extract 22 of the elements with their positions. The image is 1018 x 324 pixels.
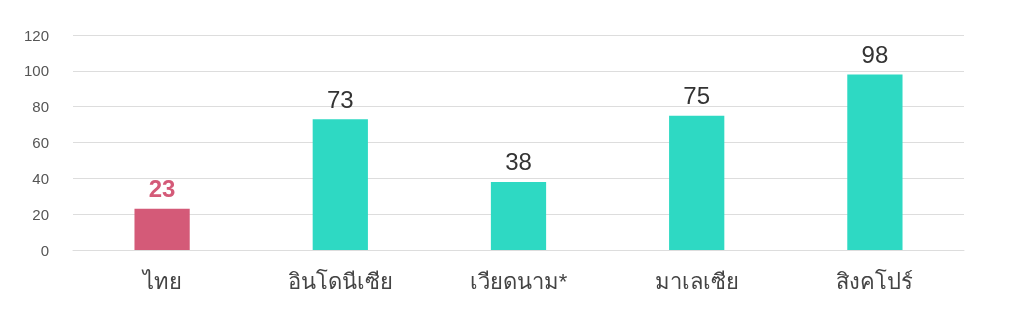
bar: [134, 208, 190, 250]
y-tick-label: 120: [23, 26, 49, 44]
data-label: 98: [861, 40, 889, 68]
data-label: 38: [505, 148, 532, 176]
bar: [847, 74, 903, 250]
x-tick-label: อินโดนีเซีย: [287, 268, 393, 294]
y-tick-label: 20: [32, 205, 49, 223]
bar: [490, 181, 547, 250]
data-label: 73: [326, 85, 354, 113]
data-label: 23: [148, 175, 176, 203]
y-tick-label: 0: [40, 241, 49, 259]
x-tick-label: มาเลเซีย: [654, 268, 739, 294]
y-tick-label: 80: [32, 98, 49, 116]
x-tick-label: ไทย: [140, 268, 182, 294]
x-tick-label: เวียดนาม*: [469, 268, 568, 294]
bar: [312, 119, 368, 250]
x-tick-label: สิงคโปร์: [836, 268, 914, 294]
y-tick-label: 40: [32, 169, 49, 187]
y-tick-label: 60: [32, 134, 49, 151]
data-label: 75: [683, 82, 711, 110]
y-tick-label: 100: [23, 62, 49, 80]
bar: [669, 115, 725, 250]
